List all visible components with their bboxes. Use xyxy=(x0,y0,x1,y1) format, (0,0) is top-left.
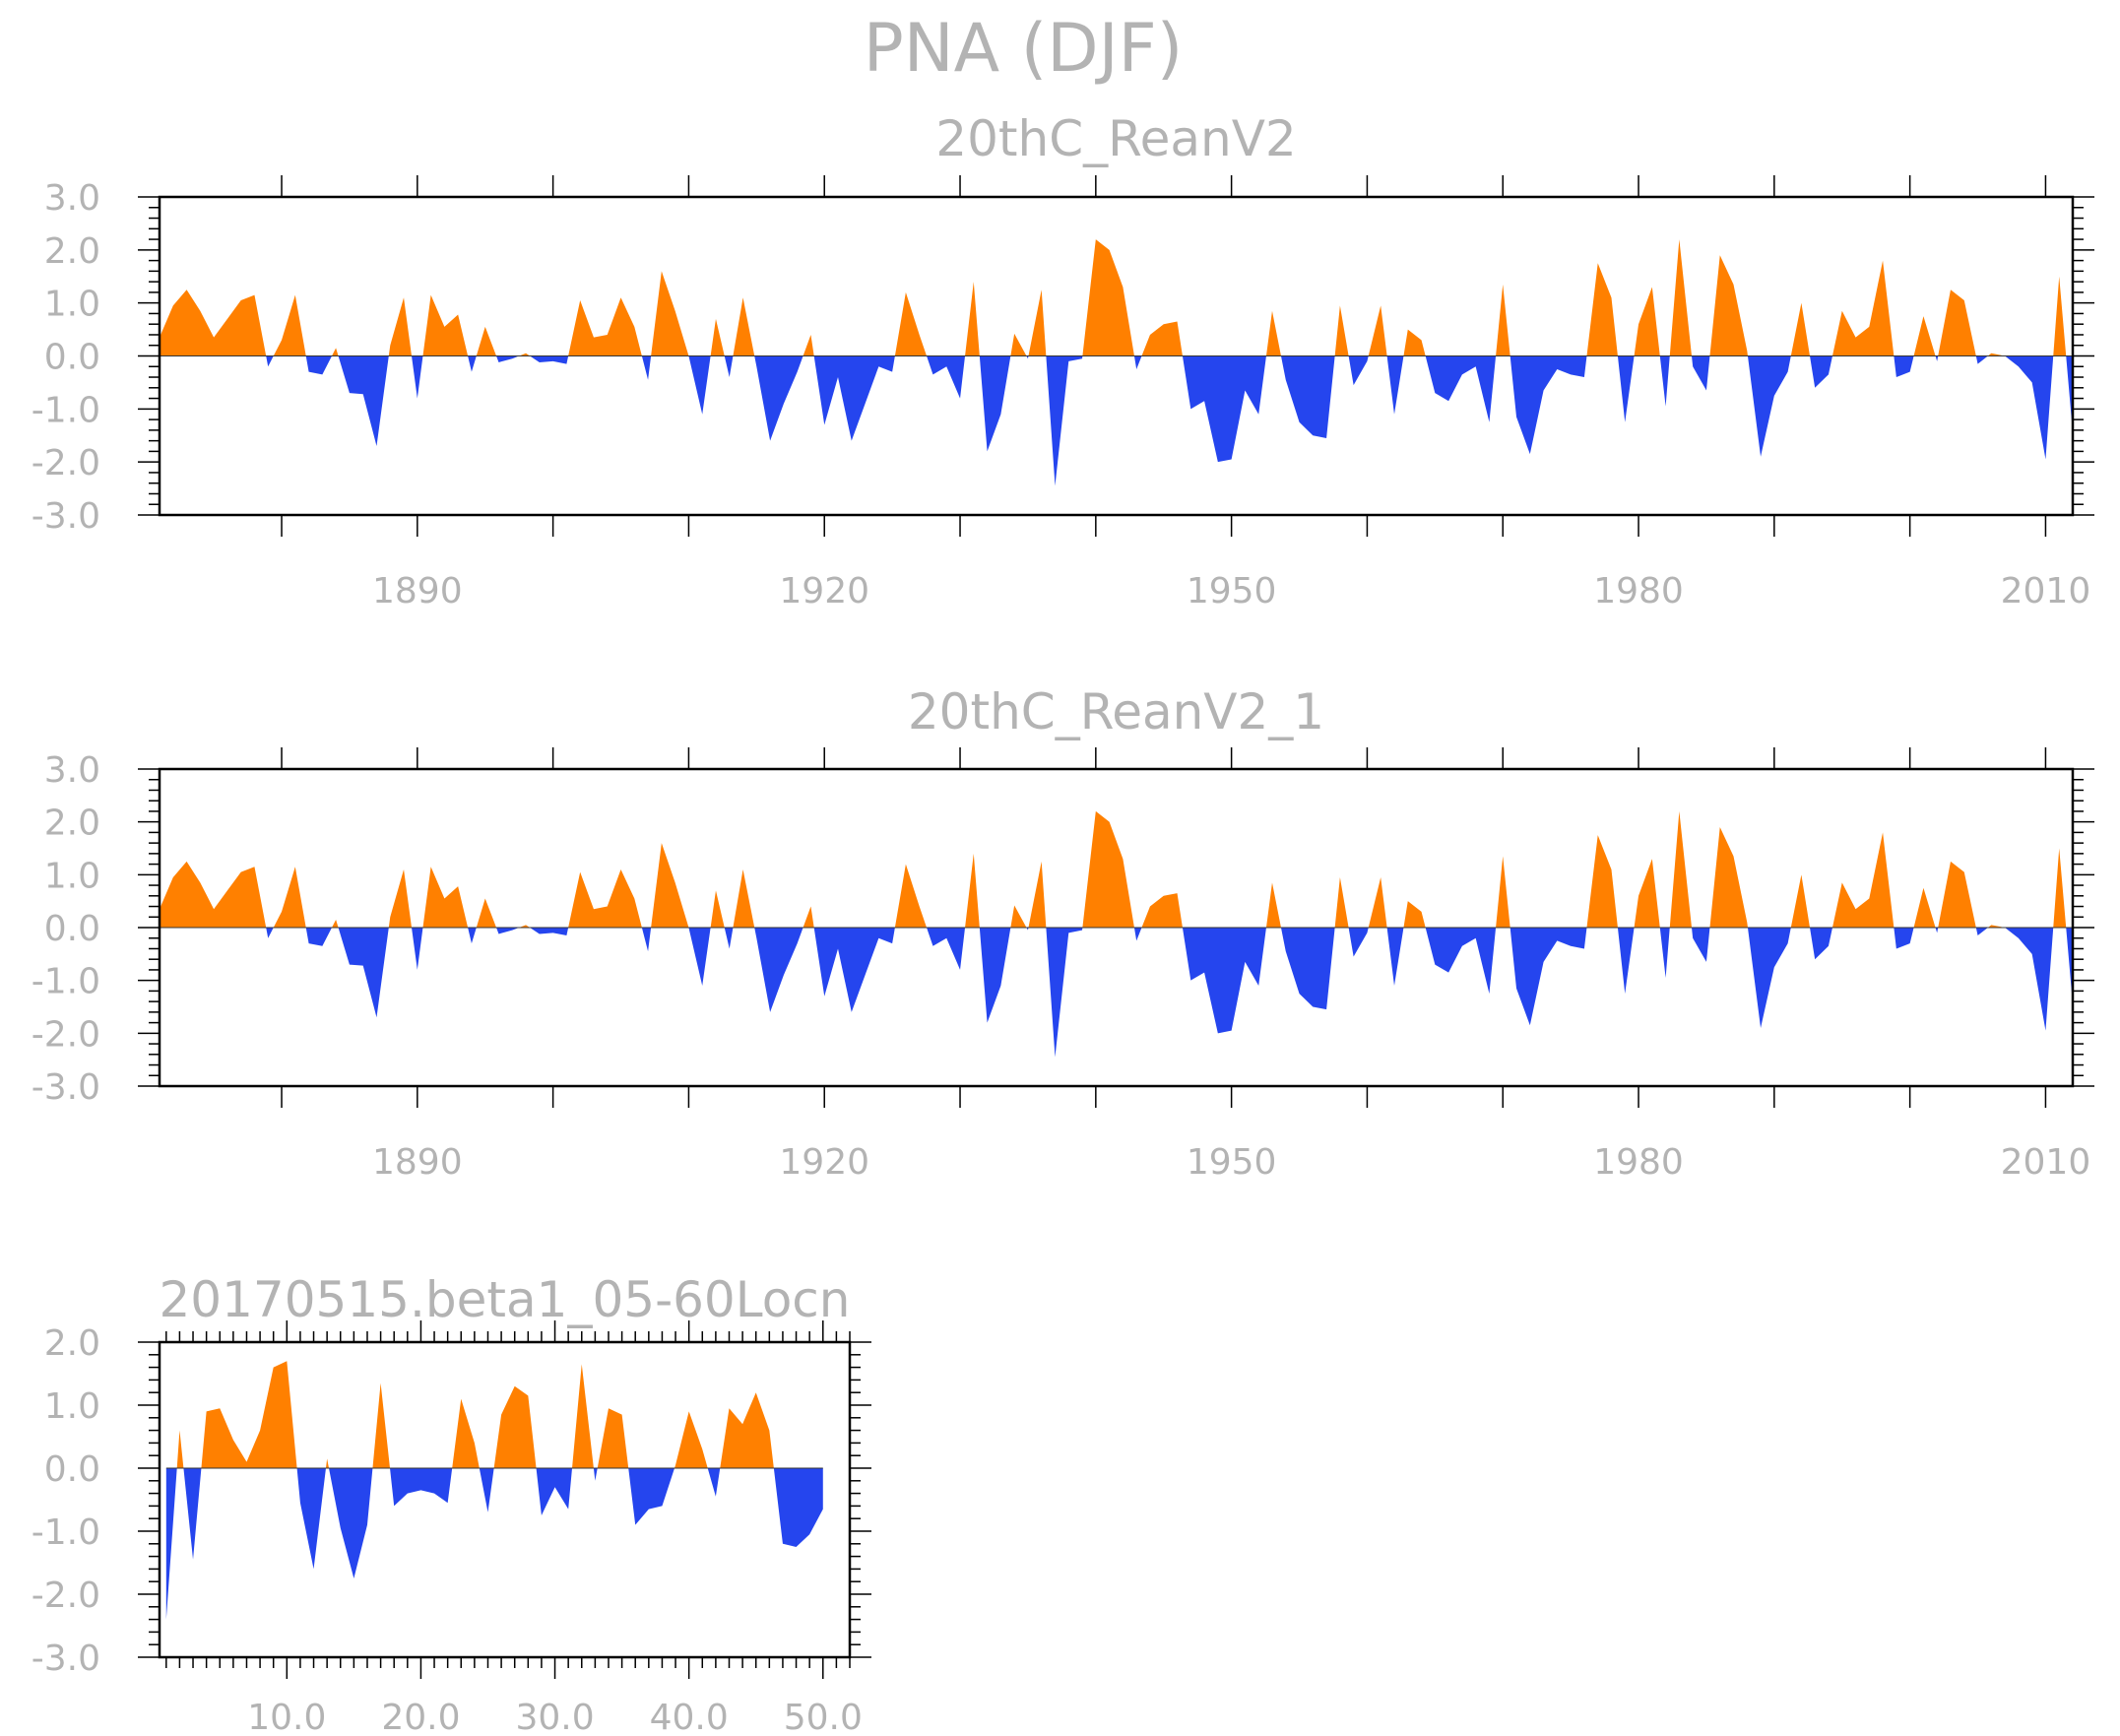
chart-panel-3: 20170515.beta1_05-60Locn 2.0 1.0 0.0 -1.0 -2.… xyxy=(32,1271,871,1736)
y-tick-label: 2.0 xyxy=(44,804,100,844)
positive-area xyxy=(165,1361,823,1468)
x-tick-label: 10.0 xyxy=(247,1698,326,1736)
y-tick-label: 0.0 xyxy=(44,338,100,378)
x-tick-label: 2010 xyxy=(2001,571,2091,611)
panel-title: 20thC_ReanV2_1 xyxy=(908,683,1324,740)
y-tick-label: 3.0 xyxy=(44,750,100,791)
y-tick-label: 0.0 xyxy=(44,1449,100,1490)
y-tick-label: -1.0 xyxy=(32,1512,100,1553)
panel-title: 20thC_ReanV2 xyxy=(935,110,1296,167)
positive-area xyxy=(160,239,2073,356)
y-tick-label: -3.0 xyxy=(32,496,100,537)
y-tick-label: -3.0 xyxy=(32,1067,100,1108)
x-tick-label: 1980 xyxy=(1593,571,1684,611)
negative-area xyxy=(165,1468,823,1620)
y-tick-label: -2.0 xyxy=(32,1575,100,1616)
x-tick-label: 40.0 xyxy=(650,1698,729,1736)
x-tick-label: 1950 xyxy=(1187,1142,1277,1183)
y-tick-label: 2.0 xyxy=(44,1323,100,1364)
main-title: PNA (DJF) xyxy=(864,10,1184,88)
positive-area xyxy=(160,810,2073,928)
x-tick-label: 1920 xyxy=(779,571,869,611)
x-tick-label: 50.0 xyxy=(784,1698,863,1736)
y-tick-label: 1.0 xyxy=(44,856,100,896)
chart-panel-2: 20thC_ReanV2_1 3.0 2.0 1.0 0.0 -1.0 -2.0 -3.0 18… xyxy=(32,683,2094,1183)
x-tick-label: 1920 xyxy=(779,1142,869,1183)
y-tick-label: -3.0 xyxy=(32,1639,100,1679)
x-tick-label: 30.0 xyxy=(515,1698,594,1736)
y-tick-label: -1.0 xyxy=(32,390,100,430)
x-tick-label: 2010 xyxy=(2001,1142,2091,1183)
x-tick-label: 1950 xyxy=(1187,571,1277,611)
plot-frame xyxy=(158,1340,852,1659)
y-tick-label: 2.0 xyxy=(44,231,100,272)
chart-panel-1: 20thC_ReanV2 3.0 2.0 1.0 0.0 -1.0 -2.0 -3.0 1890… xyxy=(32,110,2094,611)
y-tick-label: 1.0 xyxy=(44,1386,100,1427)
y-tick-label: -2.0 xyxy=(32,1014,100,1055)
x-tick-label: 1980 xyxy=(1593,1142,1684,1183)
negative-area xyxy=(160,355,2073,486)
negative-area xyxy=(160,928,2073,1058)
y-tick-label: 0.0 xyxy=(44,909,100,949)
y-tick-label: -2.0 xyxy=(32,443,100,483)
x-tick-label: 1890 xyxy=(372,571,463,611)
y-tick-label: -1.0 xyxy=(32,962,100,1002)
x-tick-label: 20.0 xyxy=(381,1698,460,1736)
x-tick-label: 1890 xyxy=(372,1142,463,1183)
panel-title: 20170515.beta1_05-60Locn xyxy=(160,1271,851,1328)
y-tick-label: 3.0 xyxy=(44,178,100,219)
y-tick-label: 1.0 xyxy=(44,285,100,325)
